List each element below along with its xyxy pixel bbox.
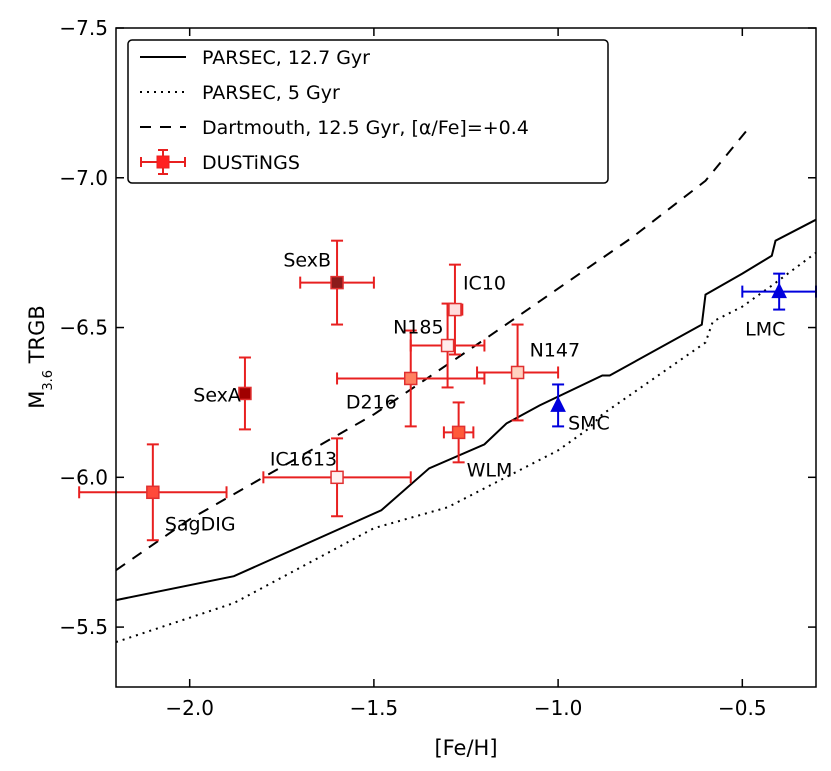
point-n185-label: N185: [393, 317, 443, 339]
legend-label: Dartmouth, 12.5 Gyr, [α/Fe]=+0.4: [202, 117, 529, 139]
point-wlm-label: WLM: [467, 459, 513, 481]
point-sagdig-marker: [146, 485, 160, 500]
x-axis-title: [Fe/H]: [434, 736, 497, 760]
legend-box: [127, 39, 609, 184]
axis-ticks: −2.0 −1.5 −1.0 −0.5 −7.5 −7.0 −6.5 −6.0 −5.5: [59, 16, 816, 720]
point-lmc-label: LMC: [745, 319, 785, 341]
error-bars: [78, 239, 817, 542]
data-markers: [146, 275, 787, 500]
x-tick-label: −0.5: [718, 696, 767, 720]
legend-label: PARSEC, 12.7 Gyr: [202, 47, 370, 69]
plot-frame: [115, 27, 817, 688]
point-d216-marker: [403, 371, 418, 386]
y-axis-subscript: 3.6: [41, 370, 56, 391]
y-tick-label: −7.5: [59, 16, 108, 40]
point-sexa-label: SexA: [193, 384, 241, 406]
point-smc-marker: [550, 396, 566, 412]
y-tick-label: −5.5: [59, 615, 108, 639]
x-tick-label: −2.0: [165, 696, 214, 720]
y-tick-label: −7.0: [59, 166, 108, 190]
point-lmc-marker: [771, 282, 787, 299]
point-smc-label: SMC: [568, 412, 610, 434]
legend-swatch-marker: [156, 155, 170, 169]
model-line-dotted: [115, 251, 817, 644]
legend: PARSEC, 12.7 Gyr PARSEC, 5 Gyr Dartmouth, …: [127, 39, 609, 184]
point-ic10-label: IC10: [463, 273, 506, 295]
model-line-dashed: [115, 126, 751, 572]
x-tick-label: −1.0: [534, 696, 583, 720]
point-wlm-marker: [451, 425, 466, 440]
y-tick-label: −6.5: [59, 316, 108, 340]
legend-label: PARSEC, 5 Gyr: [202, 82, 340, 104]
legend-label: DUSTiNGS: [202, 152, 300, 174]
point-n147-label: N147: [530, 339, 580, 361]
x-tick-label: −1.5: [350, 696, 399, 720]
point-ic1613-marker: [330, 470, 344, 485]
point-sagdig-label: SagDIG: [165, 513, 236, 535]
point-labels: SexB IC10 N185 N147 D216 SexA WLM IC1613 SagDIG S…: [165, 250, 786, 536]
y-axis-title: M3.6 TRGB: [25, 305, 56, 409]
point-ic10-marker: [448, 302, 462, 317]
point-sexb-label: SexB: [283, 250, 331, 272]
point-d216-label: D216: [346, 391, 397, 413]
y-tick-label: −6.0: [59, 465, 108, 489]
point-sexb-marker: [330, 275, 344, 290]
point-n185-marker: [440, 338, 455, 353]
point-ic1613-label: IC1613: [270, 448, 337, 470]
point-n147-marker: [510, 365, 525, 380]
point-sexa-marker: [238, 386, 252, 401]
model-line-solid: [115, 218, 817, 602]
model-lines: [115, 126, 817, 644]
